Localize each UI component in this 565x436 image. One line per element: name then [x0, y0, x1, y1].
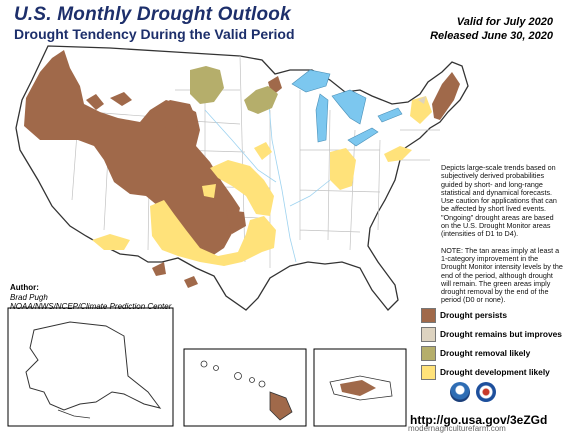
nws-logo-icon — [476, 382, 496, 402]
notes-paragraph-2: NOTE: The tan areas imply at least a 1-c… — [441, 245, 563, 305]
valid-period: Valid for July 2020 Released June 30, 20… — [430, 15, 553, 43]
alaska-land — [25, 321, 162, 411]
notes-paragraph-1: Depicts large-scale trends based on subj… — [441, 163, 557, 239]
agency-logos — [448, 382, 504, 404]
legend-item-persists: Drought persists — [421, 308, 565, 323]
legend-item-development: Drought development likely — [421, 365, 565, 380]
hawaii-islands — [200, 360, 293, 421]
legend-label-removal: Drought removal likely — [440, 348, 531, 358]
legend-label-development: Drought development likely — [440, 367, 550, 377]
author-label: Author: — [10, 283, 39, 292]
drought-removal-areas — [190, 66, 278, 114]
puerto-rico-drought — [340, 380, 376, 396]
page-title: U.S. Monthly Drought Outlook — [14, 4, 291, 25]
noaa-logo-icon — [450, 382, 470, 402]
drought-improves-areas — [418, 96, 426, 104]
legend-swatch-improves — [421, 327, 436, 342]
legend-item-removal: Drought removal likely — [421, 346, 565, 361]
drought-development-areas — [92, 96, 432, 266]
release-date: Released June 30, 2020 — [430, 30, 553, 42]
legend-swatch-removal — [421, 346, 436, 361]
page-subtitle: Drought Tendency During the Valid Period — [14, 26, 295, 42]
legend-swatch-persists — [421, 308, 436, 323]
author-org: NOAA/NWS/NCEP/Climate Prediction Center — [10, 302, 172, 311]
watermark: modernagriculturefarm.com — [408, 424, 506, 433]
author-block: Author: Brad Pugh NOAA/NWS/NCEP/Climate … — [10, 283, 171, 312]
legend-label-improves: Drought remains but improves — [440, 329, 562, 339]
legend-label-persists: Drought persists — [440, 310, 508, 320]
outlook-url[interactable]: http://go.usa.gov/3eZGd — [410, 413, 548, 427]
author-name: Brad Pugh — [10, 292, 48, 302]
legend-item-improves: Drought remains but improves — [421, 327, 565, 342]
drought-persists-areas — [24, 50, 460, 288]
great-lakes — [291, 69, 403, 147]
valid-date: Valid for July 2020 — [456, 16, 553, 28]
legend-swatch-development — [421, 365, 436, 380]
map-notes: Depicts large-scale trends based on subj… — [441, 163, 563, 313]
